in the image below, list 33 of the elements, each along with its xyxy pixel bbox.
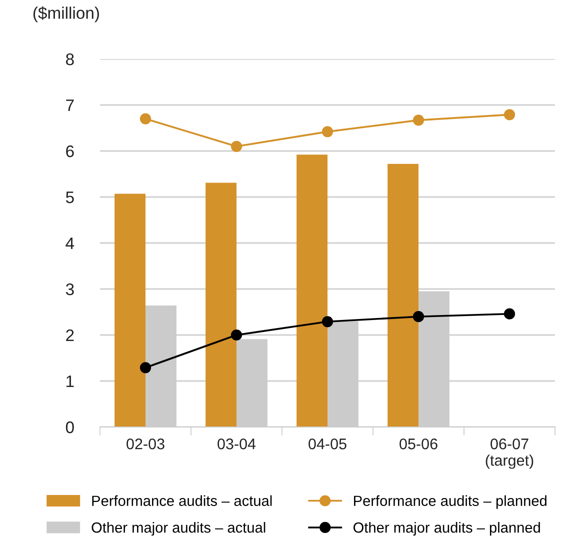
point: [322, 126, 334, 138]
y-tick-label: 8: [66, 53, 74, 66]
legend-label: Performance audits – actual: [92, 495, 272, 506]
point: [140, 362, 152, 374]
point: [140, 113, 152, 124]
legend-label: Other major audits – actual: [92, 522, 266, 536]
y-tick-label: 6: [66, 145, 74, 158]
bar: [206, 182, 236, 427]
x-tick-label: 04-05: [308, 438, 346, 450]
x-tick-label: 05-06: [400, 438, 438, 450]
bar: [296, 154, 328, 427]
y-tick-label: 2: [66, 329, 74, 342]
y-tick-label: 1: [66, 376, 74, 388]
point: [412, 311, 424, 322]
point: [230, 329, 242, 341]
y-tick-label: 0: [66, 421, 74, 434]
legend-label: Performance audits – planned: [354, 495, 546, 509]
x-tick-label: 02-03: [126, 438, 164, 450]
y-tick-label: 7: [66, 100, 74, 112]
point: [504, 308, 516, 320]
bar: [114, 194, 146, 427]
x-tick-label: 06-07 (target): [486, 438, 534, 469]
y-tick-label: 4: [66, 238, 74, 250]
legend-label: Other major audits – planned: [354, 522, 540, 536]
point: [230, 140, 242, 152]
y-tick-label: 5: [66, 192, 74, 204]
point: [412, 114, 424, 126]
bar: [388, 164, 418, 427]
x-tick-label: 03-04: [218, 438, 256, 450]
y-axis-title: ($million): [33, 6, 99, 22]
point: [322, 316, 334, 328]
y-tick-label: 3: [66, 283, 74, 296]
point: [504, 109, 516, 120]
